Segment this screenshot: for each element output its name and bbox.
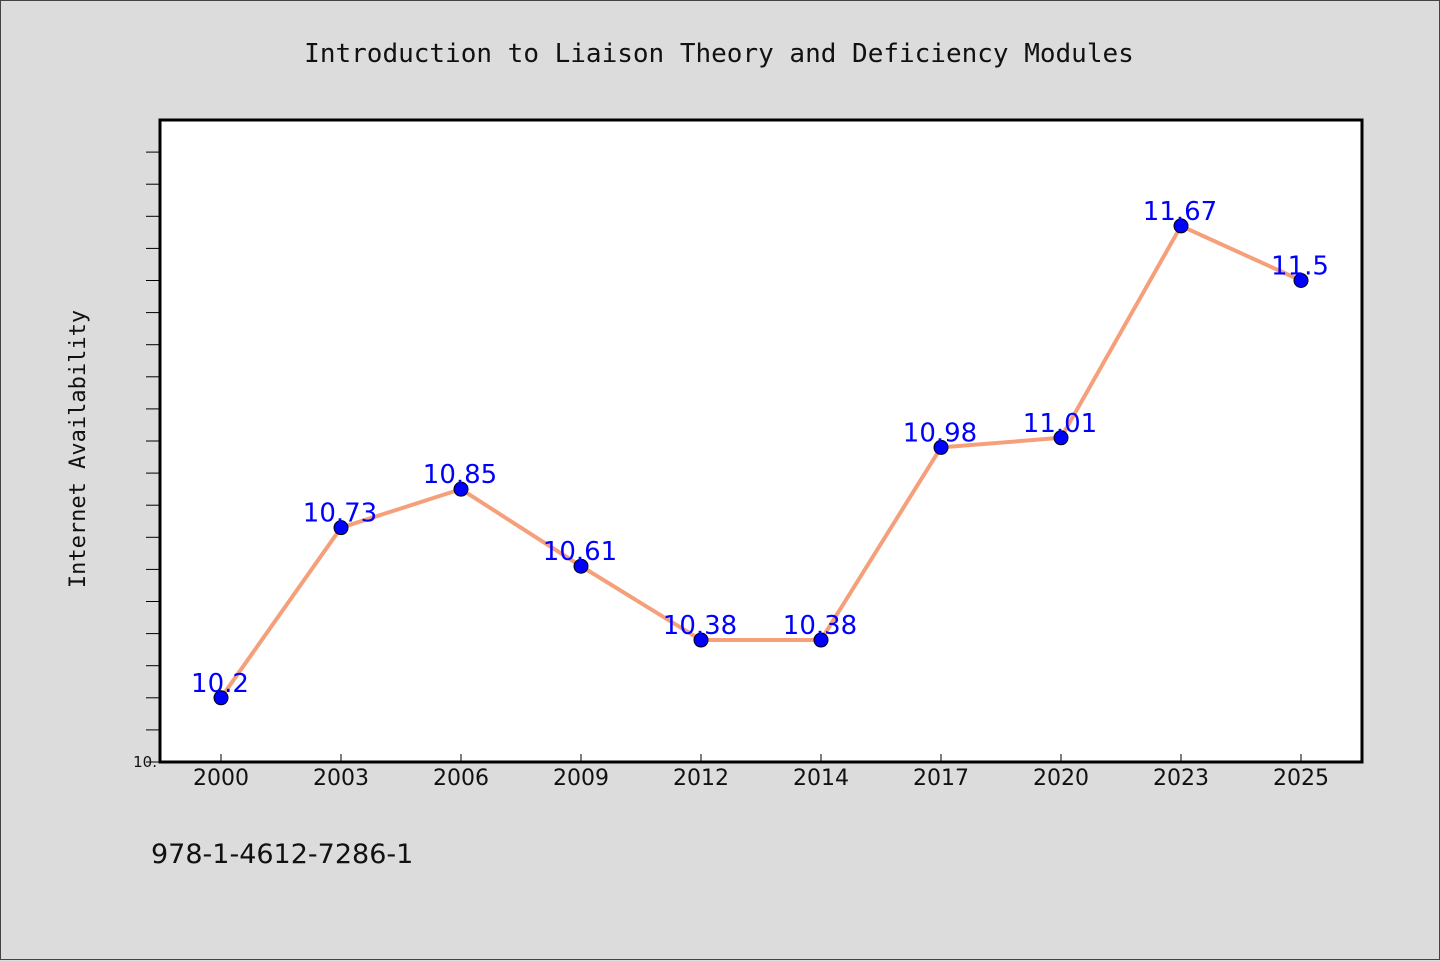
- x-tick-label: 2006: [433, 766, 489, 791]
- data-point-marker: [813, 632, 829, 648]
- x-tick-label: 2020: [1033, 766, 1089, 791]
- data-label: 11.5: [1271, 252, 1329, 282]
- x-tick-label: 2017: [913, 766, 969, 791]
- data-label: 10.61: [543, 537, 617, 567]
- y-axis-label: Internet Availability: [66, 310, 91, 588]
- chart-title: Introduction to Liaison Theory and Defic…: [304, 39, 1134, 69]
- series-line: [219, 223, 1303, 700]
- data-label: 10.38: [783, 611, 857, 641]
- series-layer: [213, 218, 1309, 706]
- data-label: 10.98: [903, 418, 977, 448]
- isbn-footer: 978-1-4612-7286-1: [151, 839, 413, 870]
- data-point-marker: [933, 439, 949, 455]
- data-label: 10.2: [191, 669, 249, 699]
- plot-area: [158, 118, 1364, 764]
- x-tick-label: 2009: [553, 766, 609, 791]
- data-label: 10.85: [423, 460, 497, 490]
- x-tick-label: 2025: [1273, 766, 1329, 791]
- data-point-marker: [333, 520, 349, 536]
- data-point-marker: [1053, 430, 1069, 446]
- data-label: 10.38: [663, 611, 737, 641]
- data-label: 11.67: [1143, 197, 1217, 227]
- data-label-layer: 10.2 10.73 10.85 10.61 10.38 10.38 10.98 11.01 1…: [191, 197, 1329, 699]
- x-tick-label: 2014: [793, 766, 849, 791]
- data-label: 11.01: [1023, 409, 1097, 439]
- data-point-marker: [213, 690, 229, 706]
- x-tick-label: 2003: [313, 766, 369, 791]
- data-point-marker: [453, 481, 469, 497]
- data-point-marker: [1293, 273, 1309, 288]
- data-label: 10.73: [303, 499, 377, 529]
- x-tick-label: 2000: [193, 766, 249, 791]
- data-point-marker: [573, 558, 589, 574]
- x-tick-label: 2023: [1153, 766, 1209, 791]
- data-point-marker: [1173, 218, 1189, 234]
- x-tick-label: 2012: [673, 766, 729, 791]
- data-point-marker: [693, 632, 709, 648]
- y-tick-label: 10.: [133, 753, 157, 771]
- y-axis-ticks: 10.: [133, 151, 160, 771]
- x-axis-ticks: 2000 2003 2006 2009 2012 2014 2017 2020 2023 2025: [193, 754, 1329, 791]
